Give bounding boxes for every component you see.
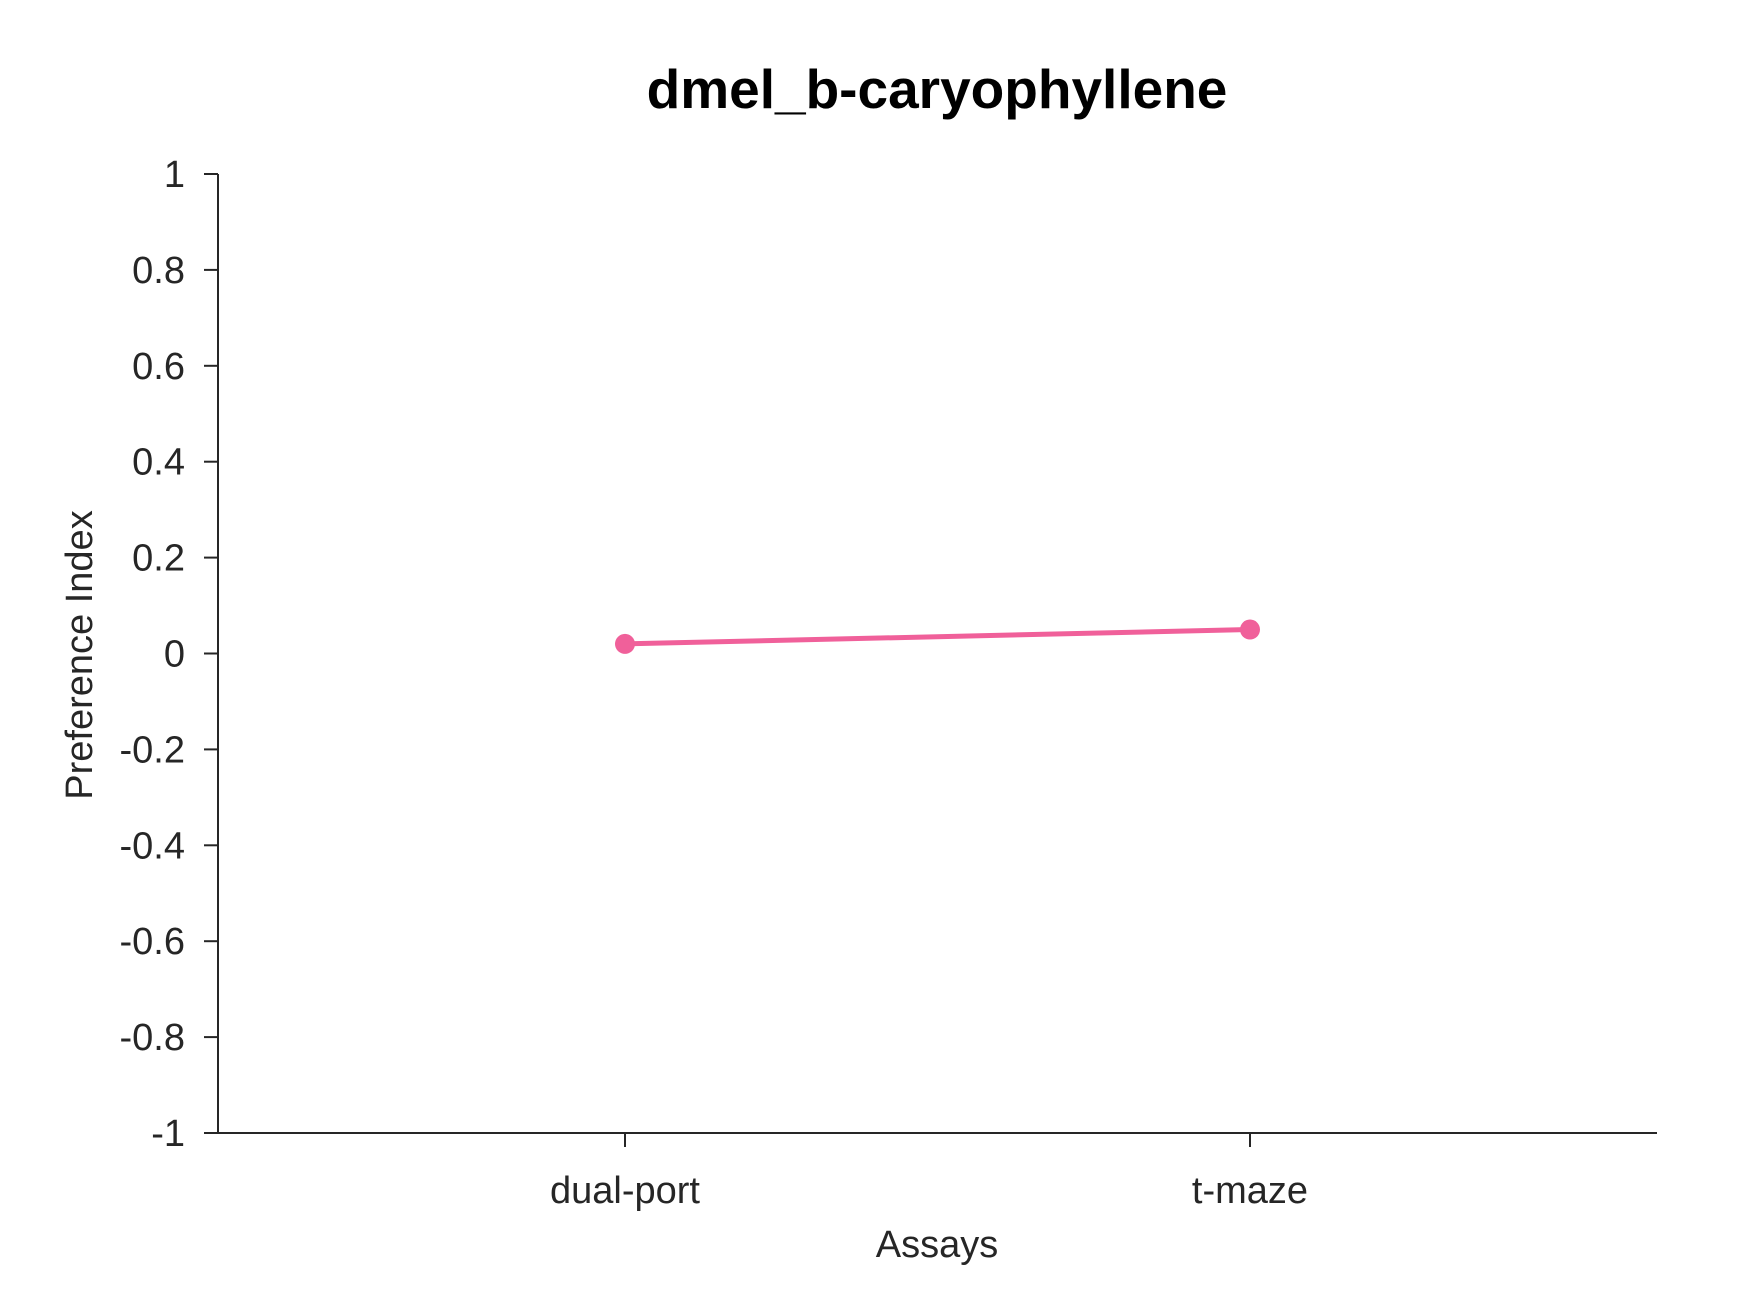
y-tick-label: 0.6: [132, 346, 185, 388]
y-tick-label: -0.2: [120, 729, 185, 771]
y-tick-label: -0.4: [120, 825, 185, 867]
y-tick-label: 1: [164, 154, 185, 196]
y-tick-label: 0.2: [132, 538, 185, 580]
y-tick-label: -0.8: [120, 1017, 185, 1059]
y-tick-label: -1: [151, 1113, 185, 1155]
x-axis-ticks: dual-port t-maze: [550, 1133, 1308, 1212]
y-axis-ticks: 1 0.8 0.6 0.4 0.2 0 -0.2 -0.4 -0.6 -0.8 -1: [120, 154, 218, 1155]
x-tick-label: dual-port: [550, 1170, 700, 1212]
series-line: [622, 627, 1253, 647]
y-tick-label: 0: [164, 634, 185, 676]
y-tick-label: 0.4: [132, 442, 185, 484]
x-axis-label: Assays: [876, 1224, 998, 1266]
y-tick-label: -0.6: [120, 921, 185, 963]
x-tick-label: t-maze: [1192, 1170, 1308, 1212]
y-tick-label: 0.8: [132, 250, 185, 292]
data-point-dual-port: [615, 633, 635, 654]
chart-title: dmel_b-caryophyllene: [647, 58, 1228, 120]
y-axis-label: Preference Index: [59, 510, 101, 799]
data-point-t-maze: [1240, 619, 1260, 640]
plot-area: [615, 619, 1260, 654]
